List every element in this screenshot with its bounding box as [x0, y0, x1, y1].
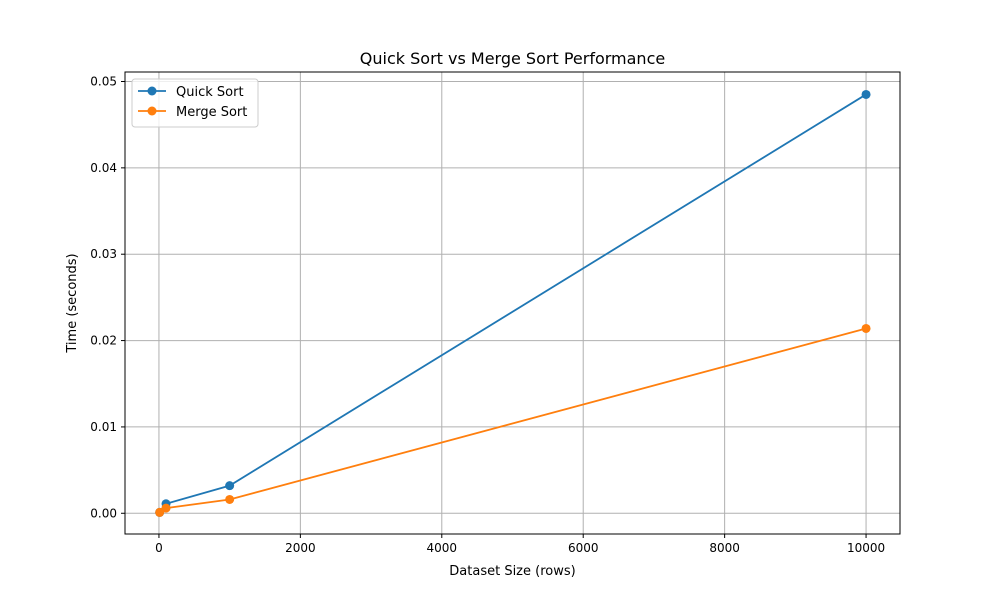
- x-axis-label: Dataset Size (rows): [449, 564, 575, 579]
- data-point: [161, 503, 171, 513]
- x-tick-label: 4000: [427, 541, 458, 555]
- y-axis-label: Time (seconds): [65, 253, 80, 353]
- x-tick-label: 2000: [285, 541, 316, 555]
- series-merge-sort: [155, 323, 871, 517]
- ticks: 0 2000 4000 6000 8000 10000 0.00 0.01 0.02 0.03 0.…: [90, 74, 885, 555]
- legend-label: Merge Sort: [176, 105, 247, 120]
- legend-label: Quick Sort: [176, 85, 244, 100]
- legend: Quick Sort Merge Sort: [131, 78, 259, 128]
- data-point: [861, 323, 871, 333]
- plot-frame: [124, 71, 901, 535]
- legend-entry: Quick Sort: [138, 85, 244, 100]
- y-tick-label: 0.04: [90, 161, 117, 175]
- grid: [125, 72, 900, 534]
- x-tick-label: 8000: [709, 541, 740, 555]
- legend-marker: [147, 106, 157, 116]
- series-layer: [155, 89, 871, 517]
- x-tick-label: 6000: [568, 541, 599, 555]
- x-tick-label: 0: [155, 541, 163, 555]
- x-tick-label: 10000: [847, 541, 885, 555]
- data-point: [861, 89, 871, 99]
- y-tick-label: 0.00: [90, 506, 117, 520]
- y-tick-label: 0.01: [90, 420, 117, 434]
- data-point: [225, 481, 235, 491]
- y-tick-label: 0.03: [90, 247, 117, 261]
- y-tick-label: 0.05: [90, 74, 117, 88]
- data-point: [225, 494, 235, 504]
- data-point: [155, 507, 165, 517]
- y-tick-label: 0.02: [90, 334, 117, 348]
- legend-entry: Merge Sort: [138, 105, 247, 120]
- legend-marker: [147, 86, 157, 96]
- chart-title: Quick Sort vs Merge Sort Performance: [360, 49, 665, 68]
